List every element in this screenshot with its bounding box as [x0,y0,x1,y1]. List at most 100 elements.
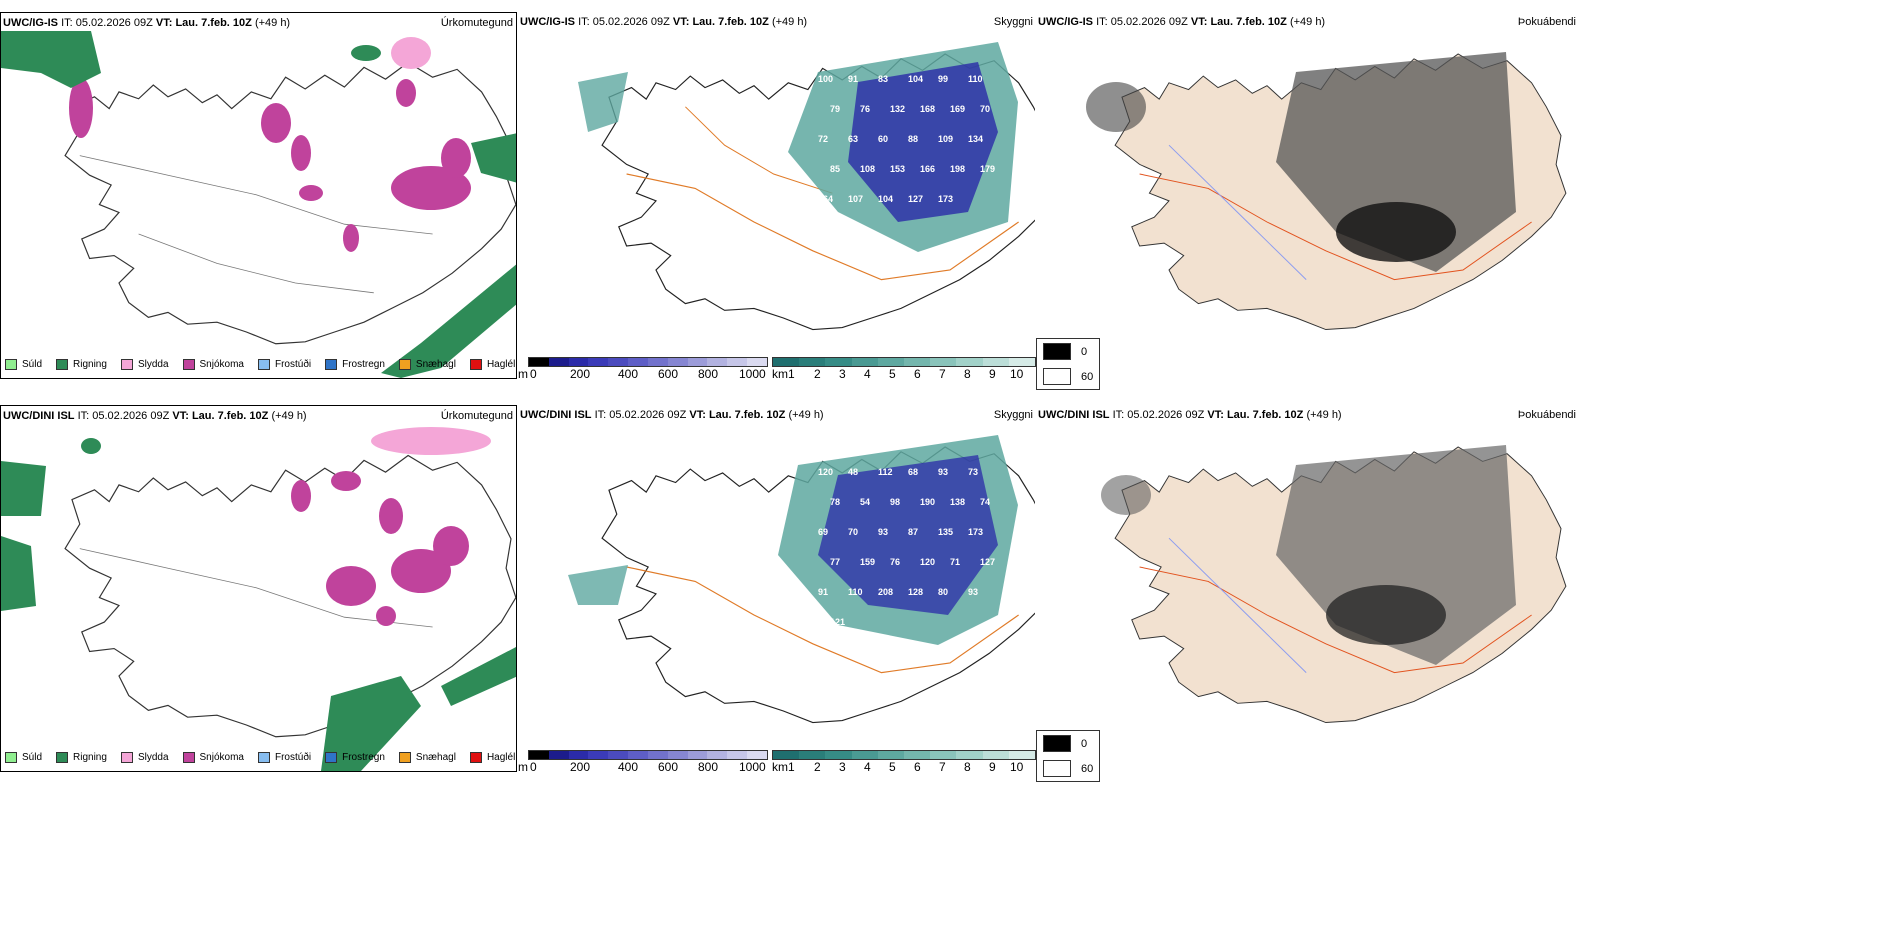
colorbar-tick: 200 [570,760,591,774]
colorbar-tick: 400 [618,367,639,381]
visibility-value-label: 68 [908,467,918,477]
colorbar-unit: m [518,367,528,381]
colorbar-tick: 10 [1010,367,1024,381]
visibility-value-label: 104 [908,74,923,84]
visibility-value-label: 70 [980,104,990,114]
precip-legend: Súld Rigning Slydda Snjókoma Frostúði Fr… [5,359,515,370]
precip-type-map [1,427,516,771]
colorbar-tick: 4 [864,760,871,774]
sleet-areas [371,427,491,455]
visibility-value-label: 169 [950,104,965,114]
fog-shading [1086,52,1516,272]
visibility-value-label: 127 [980,557,995,567]
colorbar-tick: 0 [530,760,537,774]
product-title: Þokuábendi [1517,409,1576,421]
visibility-value-label: 135 [938,527,953,537]
visibility-value-label: 190 [920,497,935,507]
colorbar-tick: 6 [914,760,921,774]
colorbar-tick: 5 [889,760,896,774]
visibility-value-label: 128 [908,587,923,597]
visibility-value-label: 54 [860,497,870,507]
precip-type-panel-row1: UWC/IG-IS IT: 05.02.2026 09Z VT: Lau. 7.… [0,12,517,379]
colorbar-tick: 8 [964,367,971,381]
colorbar-tick: 2 [814,367,821,381]
visibility-value-label: 93 [938,467,948,477]
colorbar-tick: 4 [864,367,871,381]
visibility-value-label: 73 [968,467,978,477]
fog-panel-row2: UWC/DINI ISL IT: 05.02.2026 09Z VT: Lau.… [1036,405,1576,772]
visibility-value-label: 91 [848,74,858,84]
colorbar-tick: 1000 [739,760,766,774]
colorbar-tick: 7 [939,760,946,774]
visibility-value-label: 60 [878,134,888,144]
visibility-value-label: 173 [938,194,953,204]
rain-areas [1,438,516,771]
panel-header: UWC/DINI ISL IT: 05.02.2026 09Z VT: Lau.… [3,410,307,422]
visibility-value-label: 80 [938,587,948,597]
colorbar-tick: 9 [989,760,996,774]
visibility-value-label: 63 [848,134,858,144]
visibility-map [568,435,1035,724]
visibility-value-label: 83 [878,74,888,84]
visibility-value-label: 168 [920,104,935,114]
rain-areas [1,31,516,378]
panel-header: UWC/IG-IS IT: 05.02.2026 09Z VT: Lau. 7.… [3,17,291,29]
visibility-value-label: 93 [968,587,978,597]
snow-areas [291,471,469,626]
fog-shading [1101,445,1516,665]
colorbar-tick: 7 [939,367,946,381]
visibility-value-label: 132 [890,104,905,114]
visibility-panel-row2: UWC/DINI ISL IT: 05.02.2026 09Z VT: Lau.… [518,405,1035,772]
visibility-value-label: 264 [818,194,833,204]
visibility-value-label: 120 [920,557,935,567]
colorbar-tick: 200 [570,367,591,381]
visibility-value-label: 91 [818,587,828,597]
colorbar-tick: 600 [658,367,679,381]
colorbar-tick: 800 [698,367,719,381]
colorbar-tick: 10 [1010,760,1024,774]
visibility-value-label: 112 [878,467,893,477]
visibility-value-label: 153 [890,164,905,174]
colorbar-tick: 3 [839,367,846,381]
sleet-areas [391,37,431,69]
panel-header: UWC/IG-IS IT: 05.02.2026 09Z VT: Lau. 7.… [1038,16,1326,28]
colorbar-strip [528,750,768,760]
colorbar-unit: km [772,760,788,774]
fog-legend-row1: 0 60 [1036,338,1101,390]
product-title: Úrkomutegund [440,17,513,29]
colorbar-tick: 600 [658,760,679,774]
colorbar-tick: 0 [530,367,537,381]
visibility-value-label: 70 [848,527,858,537]
visibility-value-label: 93 [878,527,888,537]
visibility-value-label: 69 [818,527,828,537]
visibility-value-label: 88 [908,134,918,144]
visibility-value-label: 48 [848,467,858,477]
visibility-value-label: 74 [980,497,990,507]
panel-header: UWC/DINI ISL IT: 05.02.2026 09Z VT: Lau.… [1038,409,1342,421]
colorbar-tick: 6 [914,367,921,381]
colorbar-unit: m [518,760,528,774]
visibility-value-label: 110 [848,587,863,597]
visibility-value-label: 198 [950,164,965,174]
visibility-map [578,42,1035,331]
visibility-value-label: 166 [920,164,935,174]
visibility-value-label: 104 [878,194,893,204]
visibility-value-label: 76 [860,104,870,114]
visibility-value-label: 127 [908,194,923,204]
visibility-value-label: 179 [980,164,995,174]
visibility-value-label: 121 [830,617,845,627]
colorbar-strip [772,750,1036,760]
precip-legend: Súld Rigning Slydda Snjókoma Frostúði Fr… [5,752,515,763]
precip-type-map [1,31,516,378]
panel-header: UWC/IG-IS IT: 05.02.2026 09Z VT: Lau. 7.… [520,16,808,28]
colorbar-tick: 400 [618,760,639,774]
visibility-value-label: 100 [818,74,833,84]
visibility-value-label: 98 [890,497,900,507]
precip-type-panel-row2: UWC/DINI ISL IT: 05.02.2026 09Z VT: Lau.… [0,405,517,772]
visibility-value-label: 173 [968,527,983,537]
visibility-labels-row1: 100 91 83 104 99 110 79 76 132 168 169 70 72 63 60 88 10… [818,74,995,204]
product-title: Þokuábendi [1517,16,1576,28]
visibility-value-label: 208 [878,587,893,597]
colorbar-tick: 8 [964,760,971,774]
fog-panel-row1: UWC/IG-IS IT: 05.02.2026 09Z VT: Lau. 7.… [1036,12,1576,379]
